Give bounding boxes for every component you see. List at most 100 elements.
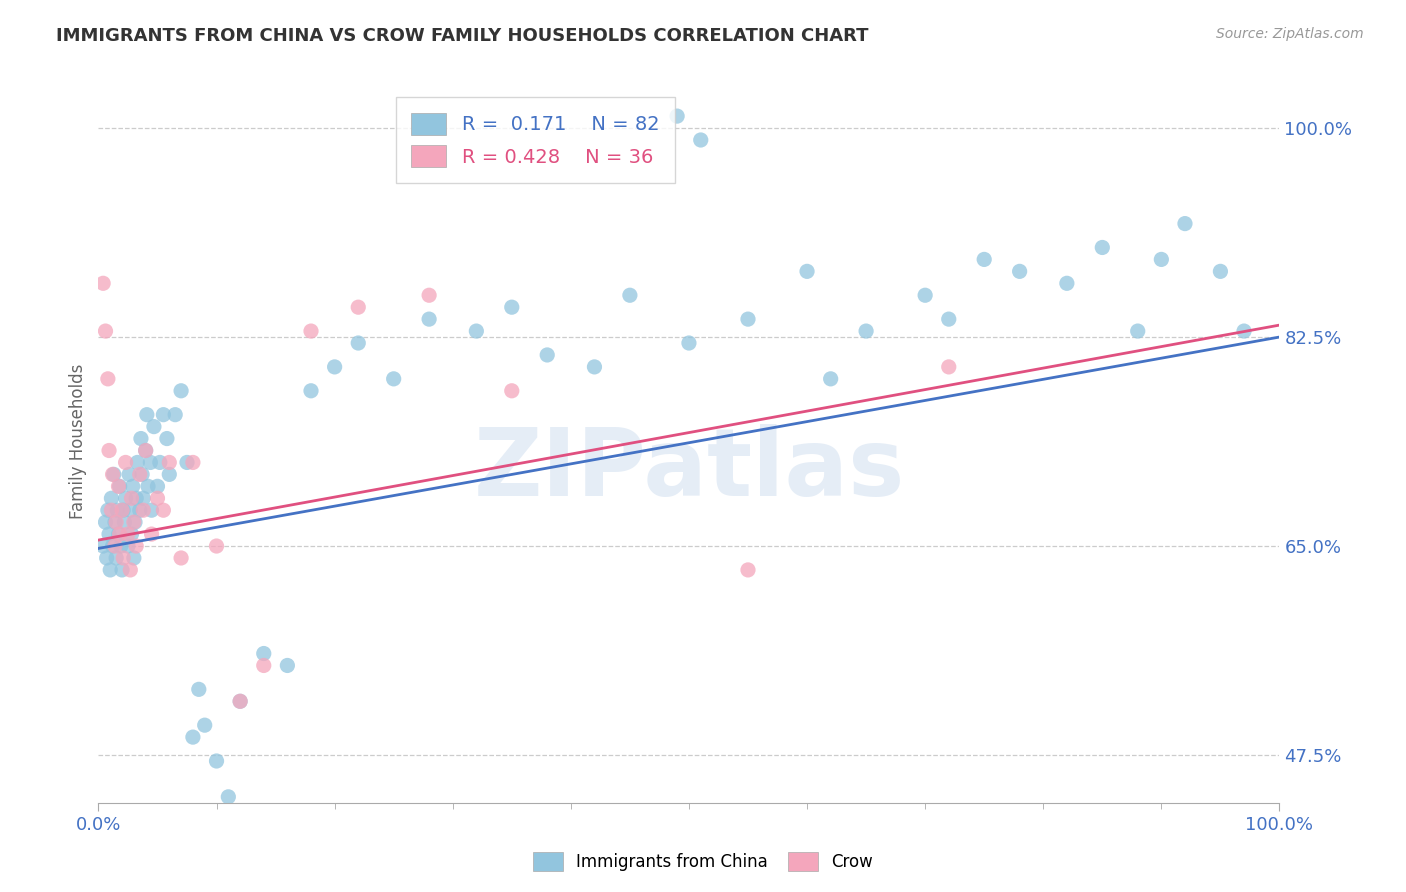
Immigrants from China xyxy=(938,312,960,326)
Crow xyxy=(97,372,120,386)
Immigrants from China xyxy=(152,408,174,422)
Immigrants from China xyxy=(142,419,165,434)
Crow xyxy=(181,455,204,469)
Crow xyxy=(501,384,523,398)
Crow xyxy=(111,503,134,517)
Immigrants from China xyxy=(101,539,124,553)
Immigrants from China xyxy=(125,491,148,506)
Crow xyxy=(347,300,370,314)
Immigrants from China xyxy=(536,348,558,362)
Immigrants from China xyxy=(120,503,142,517)
Immigrants from China xyxy=(135,408,157,422)
Immigrants from China xyxy=(112,515,135,529)
Immigrants from China xyxy=(382,372,405,386)
Immigrants from China xyxy=(914,288,936,302)
Text: IMMIGRANTS FROM CHINA VS CROW FAMILY HOUSEHOLDS CORRELATION CHART: IMMIGRANTS FROM CHINA VS CROW FAMILY HOU… xyxy=(56,27,869,45)
Immigrants from China xyxy=(111,563,134,577)
Crow xyxy=(122,515,145,529)
Crow xyxy=(157,455,180,469)
Immigrants from China xyxy=(122,551,145,566)
Immigrants from China xyxy=(194,718,217,732)
Immigrants from China xyxy=(157,467,180,482)
Immigrants from China xyxy=(1174,217,1197,231)
Immigrants from China xyxy=(136,479,159,493)
Immigrants from China xyxy=(96,551,118,566)
Text: ZIPatlas: ZIPatlas xyxy=(474,425,904,516)
Crow xyxy=(94,324,117,338)
Crow xyxy=(98,443,121,458)
Crow xyxy=(128,467,150,482)
Immigrants from China xyxy=(141,503,163,517)
Immigrants from China xyxy=(583,359,606,374)
Immigrants from China xyxy=(276,658,298,673)
Crow xyxy=(152,503,174,517)
Immigrants from China xyxy=(139,455,162,469)
Crow xyxy=(108,527,131,541)
Immigrants from China xyxy=(118,467,141,482)
Immigrants from China xyxy=(127,455,149,469)
Immigrants from China xyxy=(112,503,135,517)
Crow xyxy=(125,539,148,553)
Immigrants from China xyxy=(465,324,488,338)
Crow xyxy=(121,491,143,506)
Crow xyxy=(737,563,759,577)
Immigrants from China xyxy=(128,503,150,517)
Crow xyxy=(120,563,142,577)
Immigrants from China xyxy=(666,109,689,123)
Immigrants from China xyxy=(1150,252,1173,267)
Immigrants from China xyxy=(1233,324,1256,338)
Immigrants from China xyxy=(114,491,136,506)
Immigrants from China xyxy=(1126,324,1149,338)
Immigrants from China xyxy=(121,479,143,493)
Immigrants from China xyxy=(94,515,117,529)
Crow xyxy=(112,551,135,566)
Immigrants from China xyxy=(100,491,122,506)
Immigrants from China xyxy=(97,503,120,517)
Crow xyxy=(91,277,114,291)
Immigrants from China xyxy=(146,479,169,493)
Immigrants from China xyxy=(107,527,129,541)
Immigrants from China xyxy=(737,312,759,326)
Immigrants from China xyxy=(253,647,276,661)
Immigrants from China xyxy=(1056,277,1078,291)
Crow xyxy=(135,443,157,458)
Crow xyxy=(107,479,129,493)
Immigrants from China xyxy=(205,754,228,768)
Immigrants from China xyxy=(108,479,131,493)
Immigrants from China xyxy=(181,730,204,744)
Immigrants from China xyxy=(132,491,155,506)
Immigrants from China xyxy=(820,372,842,386)
Immigrants from China xyxy=(124,515,146,529)
Immigrants from China xyxy=(121,527,143,541)
Legend: Immigrants from China, Crow: Immigrants from China, Crow xyxy=(524,843,882,880)
Immigrants from China xyxy=(1209,264,1232,278)
Immigrants from China xyxy=(176,455,198,469)
Immigrants from China xyxy=(91,539,114,553)
Immigrants from China xyxy=(105,503,128,517)
Immigrants from China xyxy=(165,408,187,422)
Immigrants from China xyxy=(117,539,139,553)
Y-axis label: Family Households: Family Households xyxy=(69,364,87,519)
Crow xyxy=(146,491,169,506)
Crow xyxy=(170,551,193,566)
Crow xyxy=(299,324,322,338)
Crow xyxy=(105,515,128,529)
Crow xyxy=(117,527,139,541)
Crow xyxy=(101,467,124,482)
Crow xyxy=(418,288,440,302)
Crow xyxy=(205,539,228,553)
Immigrants from China xyxy=(1008,264,1031,278)
Immigrants from China xyxy=(855,324,877,338)
Crow xyxy=(114,455,136,469)
Immigrants from China xyxy=(98,527,121,541)
Crow xyxy=(100,503,122,517)
Immigrants from China xyxy=(796,264,818,278)
Immigrants from China xyxy=(129,432,152,446)
Immigrants from China xyxy=(135,443,157,458)
Legend: R =  0.171    N = 82, R = 0.428    N = 36: R = 0.171 N = 82, R = 0.428 N = 36 xyxy=(395,97,675,183)
Immigrants from China xyxy=(501,300,523,314)
Crow xyxy=(253,658,276,673)
Immigrants from China xyxy=(131,467,153,482)
Crow xyxy=(141,527,163,541)
Immigrants from China xyxy=(217,789,239,804)
